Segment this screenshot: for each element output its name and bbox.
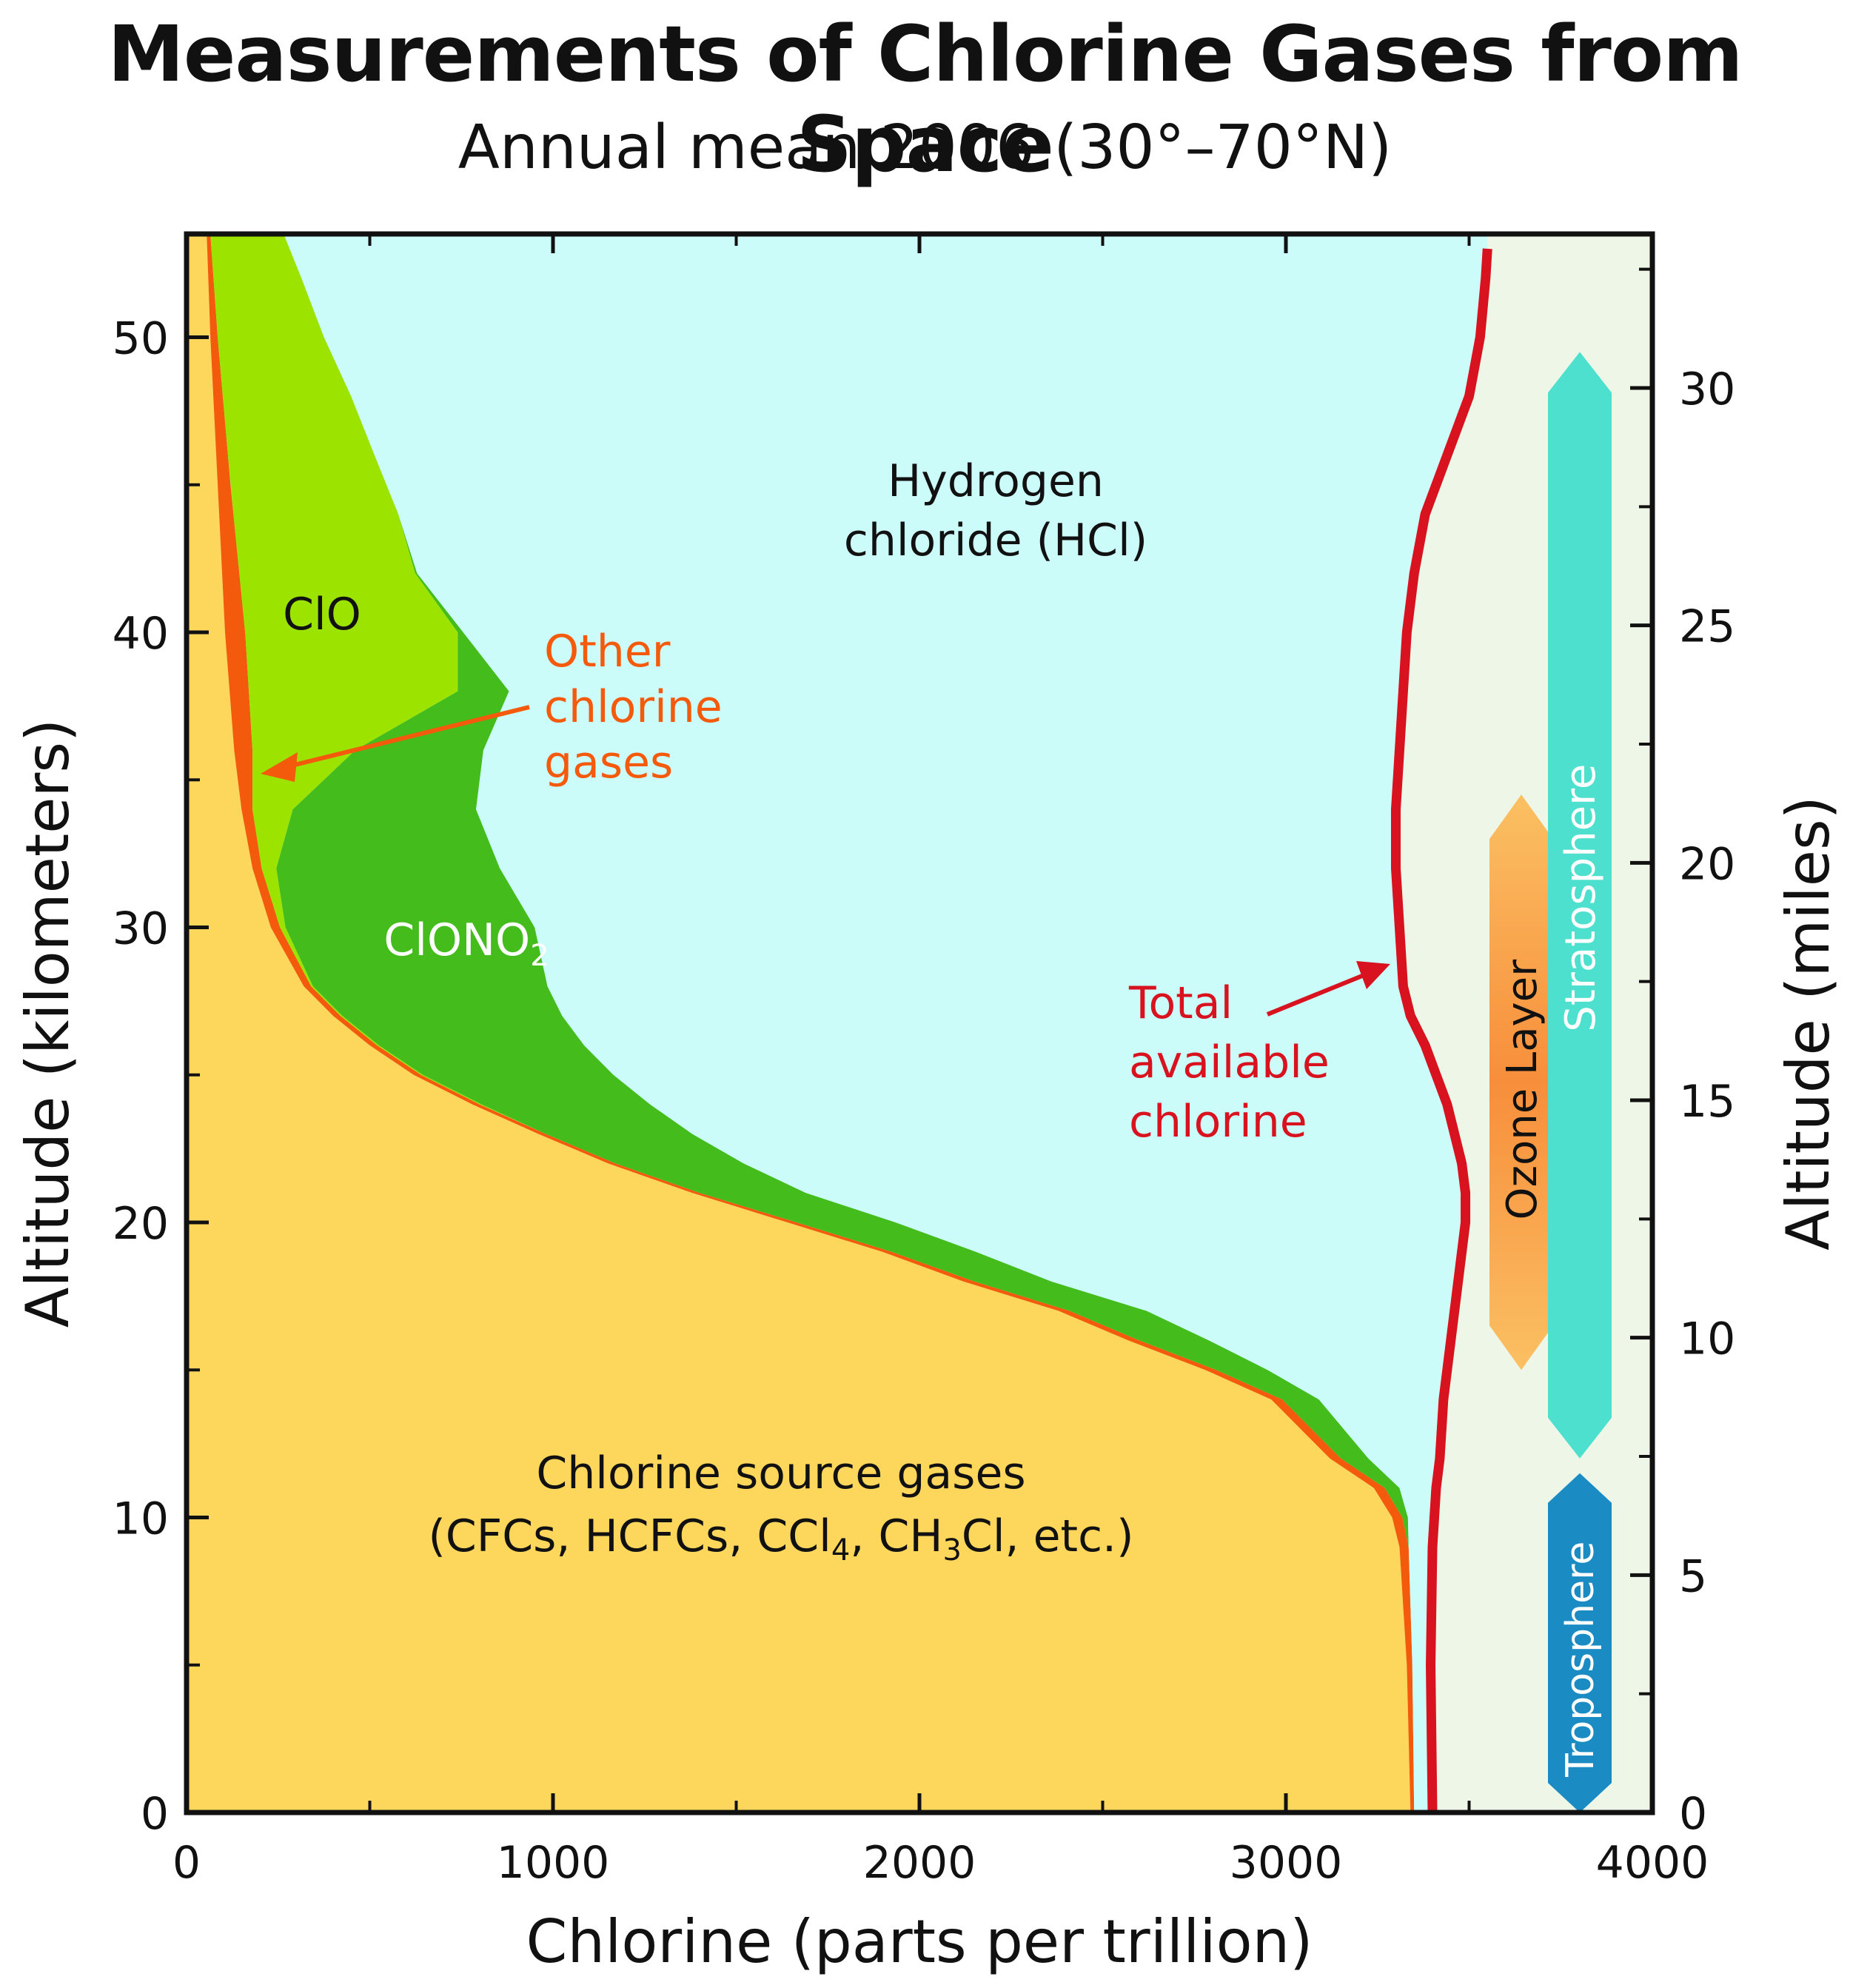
y-tick-label: 10 [113, 1493, 169, 1544]
chart-subtitle: Annual mean 2006 (30°–70°N) [458, 113, 1392, 183]
other-gases-arrow-head [261, 752, 298, 782]
atmosphere-bands [1489, 352, 1612, 1813]
y-right-tick-label: 25 [1679, 601, 1735, 653]
label-source-line2-part: (CFCs, HCFCs, CCl [428, 1510, 831, 1562]
label-total-line3: chlorine [1129, 1096, 1307, 1148]
label-other-line1: Other [544, 626, 671, 677]
y-right-tick-label: 10 [1679, 1313, 1735, 1365]
label-source-line2: (CFCs, HCFCs, CCl4, CH3Cl, etc.) [428, 1510, 1133, 1567]
area-clo [210, 234, 1415, 1813]
label-clono2: ClONO2 [383, 914, 549, 973]
label-source-line2-part: 3 [942, 1533, 961, 1567]
label-total-line1: Total [1128, 977, 1233, 1029]
area-hydrogen-chloride-hcl- [398, 234, 1498, 1813]
y-right-tick-label: 30 [1679, 364, 1735, 415]
label-hcl-line2: chloride (HCl) [844, 515, 1147, 566]
label-ozone-layer: Ozone Layer [1498, 959, 1546, 1220]
y-tick-label: 0 [141, 1788, 169, 1840]
x-tick-label: 4000 [1596, 1837, 1709, 1889]
label-source-line2-part: 4 [831, 1533, 850, 1567]
total-arrow-head [1356, 961, 1390, 989]
y-tick-label: 50 [113, 312, 169, 364]
x-tick-label: 2000 [863, 1837, 976, 1889]
troposphere-band [1548, 1473, 1612, 1813]
label-source-line1: Chlorine source gases [536, 1448, 1025, 1499]
x-axis-label: Chlorine (parts per trillion) [526, 1907, 1313, 1976]
label-source-line2-part: , CH [850, 1510, 942, 1562]
label-stratosphere: Stratosphere [1557, 764, 1605, 1032]
area-chlorine-source-gases [187, 234, 1411, 1813]
label-other-line3: gases [544, 737, 673, 789]
label-other-line2: chlorine [544, 681, 723, 733]
y-right-axis-label: Altitude (miles) [1774, 796, 1843, 1251]
y-right-tick-label: 20 [1679, 838, 1735, 890]
y-tick-label: 30 [113, 903, 169, 954]
y-right-tick-label: 0 [1679, 1788, 1707, 1840]
label-hcl-line1: Hydrogen [888, 455, 1104, 507]
y-tick-label: 40 [113, 608, 169, 660]
label-clono2-subscript: 2 [530, 939, 549, 973]
label-total-line2: available [1129, 1037, 1330, 1088]
ozone-layer-band [1489, 794, 1553, 1370]
total-line-group [1391, 248, 1492, 1813]
x-tick-label: 3000 [1230, 1837, 1343, 1889]
other-gases-arrow-shaft [288, 705, 530, 769]
label-troposphere: Troposphere [1558, 1542, 1603, 1778]
chart-labels: Chlorine (parts per trillion) Altitude (k… [13, 455, 1843, 1976]
y-right-tick-label: 5 [1679, 1550, 1707, 1602]
total-arrow-shaft [1266, 974, 1364, 1017]
x-tick-label: 1000 [497, 1837, 610, 1889]
y-tick-label: 20 [113, 1198, 169, 1250]
y-axis-label: Altitude (kilometers) [13, 719, 82, 1328]
x-tick-label: 0 [172, 1837, 201, 1889]
stratosphere-band [1548, 352, 1612, 1459]
label-source-line2-part: Cl, etc.) [962, 1510, 1134, 1562]
label-clo: ClO [283, 589, 361, 640]
total-available-chlorine-line [1391, 248, 1492, 1813]
chart-title: Measurements of Chlorine Gases from Spac… [107, 9, 1743, 190]
y-right-tick-label: 15 [1679, 1076, 1735, 1128]
